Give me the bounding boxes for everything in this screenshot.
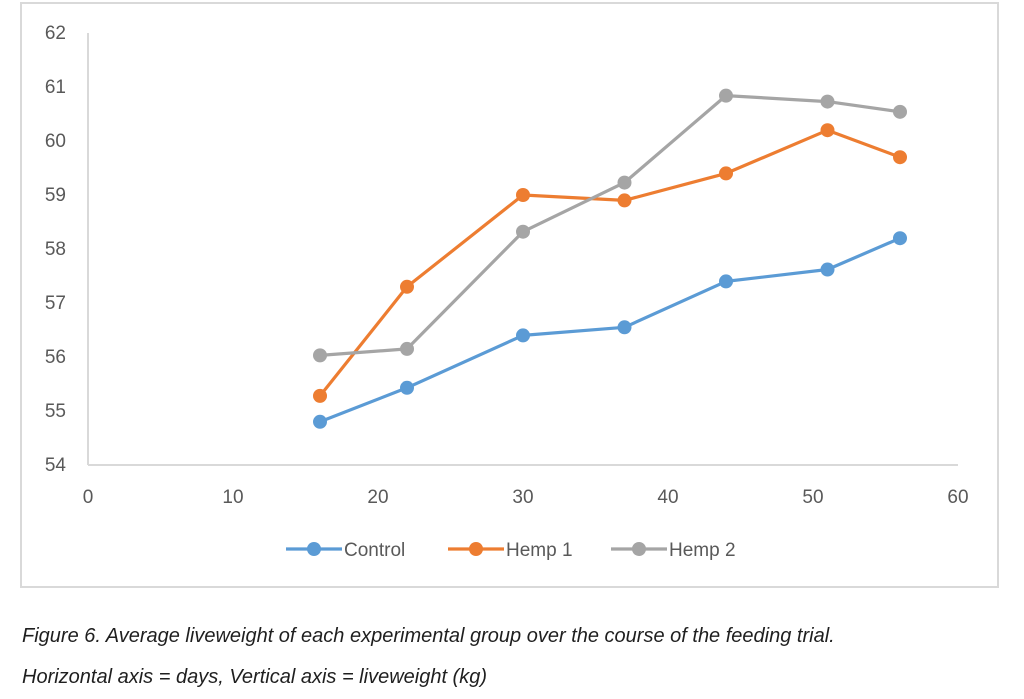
series-line-hemp-1: [318, 128, 901, 397]
legend-swatch-marker: [469, 542, 483, 556]
legend-item-hemp-1: Hemp 1: [448, 540, 573, 561]
x-tick-label: 0: [83, 487, 94, 508]
x-tick-label: 60: [947, 487, 968, 508]
x-tick-label: 50: [802, 487, 823, 508]
legend: Control Hemp 1 Hemp 2: [286, 540, 736, 561]
legend-label: Hemp 1: [506, 540, 573, 561]
data-point: [313, 414, 327, 429]
data-point: [516, 328, 530, 343]
y-tick-label: 54: [45, 455, 67, 476]
x-tick-label: 10: [222, 487, 243, 508]
data-point: [893, 231, 907, 246]
series-hemp-2: [313, 88, 907, 363]
y-tick-label: 57: [45, 293, 66, 314]
y-tick-label: 56: [45, 347, 66, 368]
data-point: [313, 388, 327, 403]
data-point: [820, 262, 835, 277]
data-point: [893, 104, 907, 119]
data-point: [617, 320, 632, 335]
y-tick-label: 61: [45, 77, 66, 98]
series-lines: [313, 88, 907, 429]
legend-label: Hemp 2: [669, 540, 736, 561]
data-point: [719, 274, 733, 289]
data-point: [400, 380, 414, 395]
data-point: [719, 88, 733, 103]
series-line-hemp-2: [319, 93, 901, 357]
x-tick-label: 40: [657, 487, 678, 508]
data-point: [516, 224, 530, 239]
legend-label: Control: [344, 540, 405, 561]
data-point: [893, 150, 907, 165]
y-tick-label: 58: [45, 239, 66, 260]
data-point: [820, 123, 835, 138]
tick-labels: 54 55 56 57 58 59 60 61 62 0 10 20 30 40 50 60: [45, 23, 969, 508]
data-point: [400, 341, 414, 356]
y-tick-label: 62: [45, 23, 66, 44]
y-tick-label: 59: [45, 185, 66, 206]
figure-caption: Figure 6. Average liveweight of each exp…: [22, 625, 835, 647]
data-point: [516, 188, 530, 202]
series-control: [313, 231, 907, 429]
axes: [87, 33, 958, 466]
legend-swatch-marker: [307, 542, 321, 556]
data-point: [820, 94, 835, 109]
axis-description: Horizontal axis = days, Vertical axis = …: [22, 666, 487, 688]
data-point: [719, 166, 733, 181]
data-point: [617, 193, 632, 208]
data-point: [313, 348, 327, 363]
data-point: [400, 279, 414, 294]
y-tick-label: 55: [45, 401, 66, 422]
legend-item-hemp-2: Hemp 2: [611, 540, 736, 561]
line-chart: 54 55 56 57 58 59 60 61 62 0 10 20 30 40 50 60 Control H…: [45, 23, 969, 561]
legend-swatch-marker: [632, 542, 646, 556]
x-tick-label: 30: [512, 487, 533, 508]
data-point: [617, 175, 632, 190]
y-tick-label: 60: [45, 131, 66, 152]
series-hemp-1: [313, 123, 907, 403]
legend-item-control: Control: [286, 540, 405, 561]
x-tick-label: 20: [367, 487, 388, 508]
chart-area: [20, 2, 999, 588]
